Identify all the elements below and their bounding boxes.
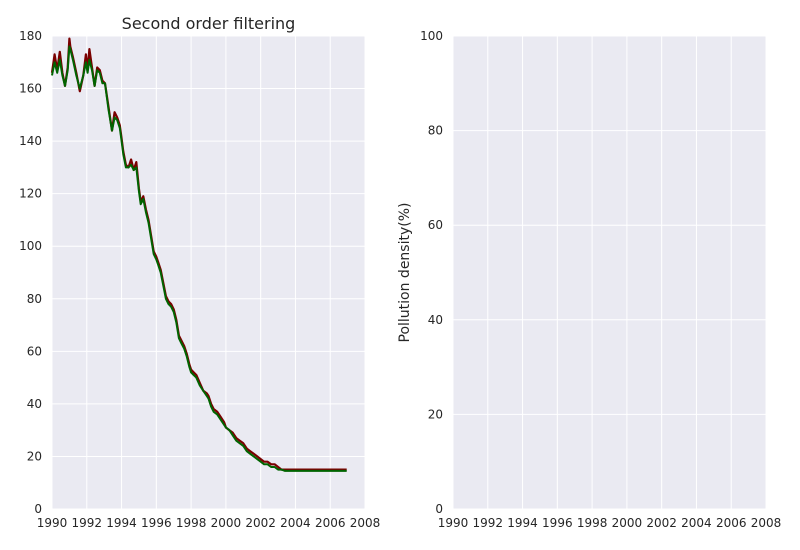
right-plot-area (453, 36, 766, 509)
x-tick-label: 1996 (542, 516, 573, 530)
series-line-green (51, 45, 347, 472)
y-tick-label: 20 (27, 449, 42, 463)
left-y-tick-labels: 0 20 40 60 80 100 120 140 160 180 (19, 29, 42, 516)
x-tick-label: 1994 (507, 516, 538, 530)
left-chart-title: Second order filtering (122, 14, 296, 33)
x-tick-label: 2000 (211, 516, 242, 530)
left-plot-area (52, 36, 365, 509)
x-tick-label: 2006 (315, 516, 346, 530)
x-tick-label: 2004 (681, 516, 712, 530)
left-x-tick-labels: 1990 1992 1994 1996 1998 2000 2002 2004 2006 2008 (37, 516, 381, 530)
x-tick-label: 1996 (141, 516, 172, 530)
x-tick-label: 2006 (716, 516, 747, 530)
right-y-tick-labels: 0 20 40 60 80 100 (420, 29, 443, 516)
y-tick-label: 100 (19, 239, 42, 253)
x-tick-label: 1990 (37, 516, 68, 530)
x-tick-label: 2000 (612, 516, 643, 530)
left-chart-panel: 1990 1992 1994 1996 1998 2000 2002 2004 2006 2008… (19, 14, 380, 530)
x-tick-label: 1998 (176, 516, 207, 530)
right-chart-panel: 1990 1992 1994 1996 1998 2000 2002 2004 2006 2008… (397, 29, 781, 530)
x-tick-label: 2002 (245, 516, 276, 530)
x-tick-label: 1990 (438, 516, 469, 530)
x-tick-label: 1992 (72, 516, 103, 530)
y-tick-label: 0 (34, 502, 42, 516)
right-x-tick-labels: 1990 1992 1994 1996 1998 2000 2002 2004 2006 2008 (438, 516, 782, 530)
y-tick-label: 60 (428, 218, 443, 232)
x-tick-label: 1994 (106, 516, 137, 530)
y-tick-label: 20 (428, 407, 443, 421)
y-tick-label: 80 (428, 124, 443, 138)
y-tick-label: 60 (27, 344, 42, 358)
y-tick-label: 180 (19, 29, 42, 43)
y-tick-label: 160 (19, 82, 42, 96)
y-tick-label: 100 (420, 29, 443, 43)
y-tick-label: 140 (19, 134, 42, 148)
x-tick-label: 2002 (646, 516, 677, 530)
right-y-axis-label: Pollution density(%) (397, 203, 413, 343)
y-tick-label: 80 (27, 292, 42, 306)
x-tick-label: 2004 (280, 516, 311, 530)
y-tick-label: 40 (27, 397, 42, 411)
x-tick-label: 2008 (751, 516, 782, 530)
x-tick-label: 2008 (350, 516, 381, 530)
x-tick-label: 1998 (577, 516, 608, 530)
y-tick-label: 0 (435, 502, 443, 516)
right-grid (452, 35, 767, 510)
y-tick-label: 40 (428, 313, 443, 327)
left-grid (51, 35, 366, 510)
left-series-lines (50, 37, 347, 472)
y-tick-label: 120 (19, 187, 42, 201)
x-tick-label: 1992 (473, 516, 504, 530)
